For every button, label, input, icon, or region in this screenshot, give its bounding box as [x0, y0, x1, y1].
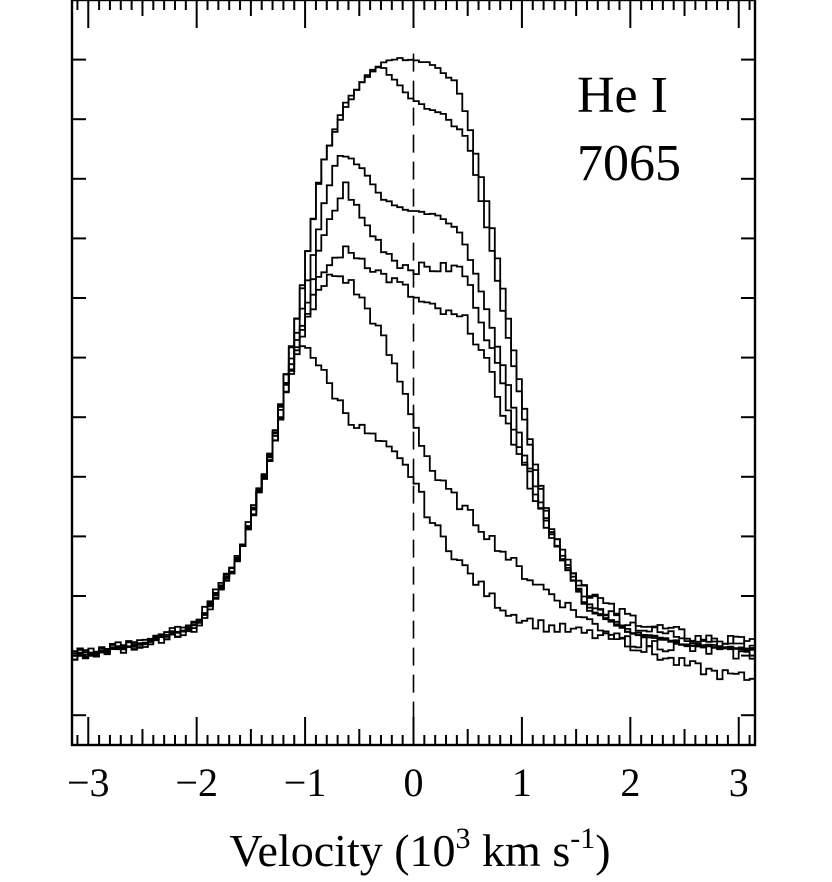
x-axis-title: Velocity (103 km s-1): [229, 822, 610, 876]
annotation-wavelength: 7065: [577, 135, 681, 192]
x-axis-ticks: [76, 0, 751, 745]
y-axis-ticks: [72, 58, 755, 717]
x-tick-label-2: −1: [284, 760, 327, 805]
x-tick-label-1: −2: [175, 760, 218, 805]
x-axis-title-suffix: ): [595, 825, 610, 876]
series-line-profile-7: [72, 345, 756, 661]
x-tick-label-6: 3: [729, 760, 749, 805]
x-axis-title-middle: km s: [471, 825, 571, 876]
x-axis-title-exponent: 3: [456, 822, 471, 855]
x-tick-label-3: 0: [404, 760, 424, 805]
x-tick-label-0: −3: [67, 760, 110, 805]
annotation-line-species: He I: [577, 67, 668, 124]
x-axis-title-unit-exponent: -1: [570, 822, 595, 855]
x-tick-label-4: 1: [512, 760, 532, 805]
x-axis-title-prefix: Velocity (10: [229, 825, 455, 876]
x-tick-label-5: 2: [620, 760, 640, 805]
plot-frame: [70, 0, 757, 747]
x-axis-tick-labels: −3 −2 −1 0 1 2 3: [67, 760, 749, 805]
